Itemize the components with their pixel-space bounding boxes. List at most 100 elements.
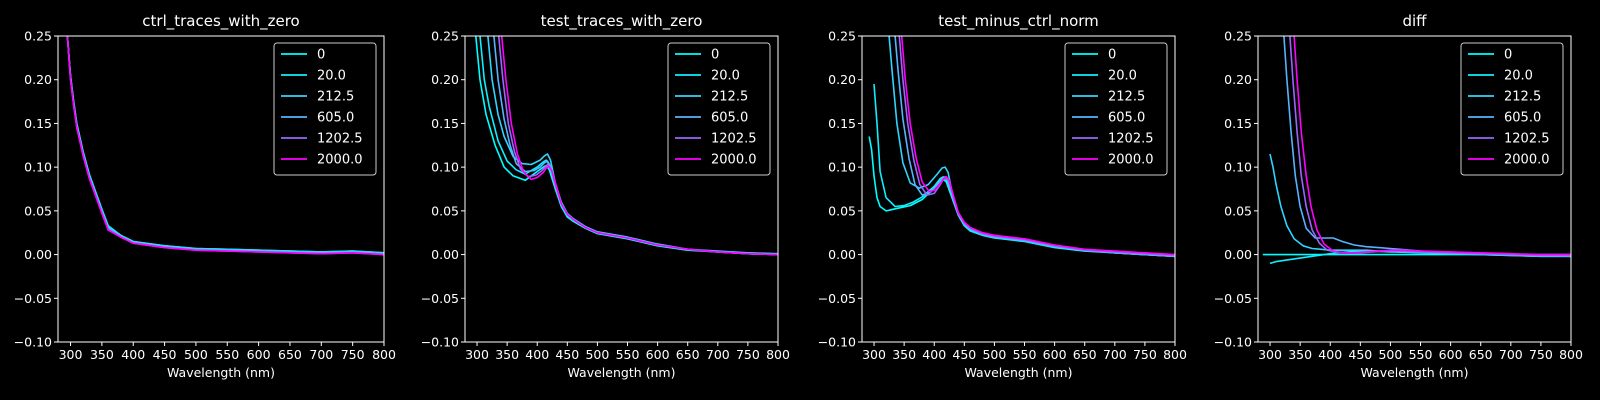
x-tick-label: 500: [184, 347, 208, 362]
legend-box: [1460, 42, 1564, 176]
y-tick-label: −0.05: [421, 291, 459, 306]
y-tick-label: 0.25: [24, 29, 52, 44]
chart-title: test_traces_with_zero: [541, 12, 703, 31]
x-tick-label: 550: [215, 347, 239, 362]
plot-area: [868, 36, 1175, 258]
series-line-0: [475, 36, 778, 256]
x-tick-label: 600: [646, 347, 670, 362]
x-tick-label: 750: [1529, 347, 1553, 362]
x-tick-label: 350: [1288, 347, 1312, 362]
chart-panel-4: 300 350 400 450 500 550 600 650 700 750 800 −0.10 −0…: [1214, 12, 1583, 380]
x-tick-label: 400: [922, 347, 946, 362]
y-tick-label: 0.00: [24, 247, 52, 262]
series-line-0: [868, 136, 1175, 258]
legend-label: 1202.5: [711, 132, 757, 147]
x-tick-label: 700: [309, 347, 333, 362]
axes-frame: [57, 35, 385, 343]
x-tick-label: 450: [153, 347, 177, 362]
legend-label: 1202.5: [1108, 132, 1154, 147]
legend-label: 20.0: [711, 69, 740, 84]
y-tick-label: 0.20: [1224, 72, 1252, 87]
legend: 0 20.0 212.5 605.0 1202.5 2000.0: [667, 42, 771, 176]
y-tick-label: 0.20: [431, 72, 459, 87]
legend-label: 605.0: [317, 111, 354, 126]
x-tick-label: 600: [1043, 347, 1067, 362]
legend-label: 605.0: [1108, 111, 1145, 126]
x-tick-label: 600: [1439, 347, 1463, 362]
legend-label: 2000.0: [711, 153, 757, 168]
legend-label: 1202.5: [317, 132, 363, 147]
x-tick-label: 550: [1409, 347, 1433, 362]
y-tick-label: 0.05: [828, 203, 856, 218]
x-tick-label: 450: [952, 347, 976, 362]
x-tick-label: 800: [766, 347, 790, 362]
legend-box: [273, 42, 377, 176]
x-axis-label: Wavelength (nm): [1361, 365, 1469, 380]
series-line-2000.0: [66, 36, 384, 256]
x-tick-label: 600: [247, 347, 271, 362]
legend-label: 20.0: [1504, 69, 1533, 84]
x-tick-label: 500: [982, 347, 1006, 362]
series-line-2000.0: [900, 36, 1175, 256]
y-tick-label: 0.05: [431, 203, 459, 218]
x-tick-label: 650: [1469, 347, 1493, 362]
y-tick-label: −0.10: [421, 335, 459, 350]
x-tick-label: 700: [1499, 347, 1523, 362]
y-tick-label: 0.00: [1224, 247, 1252, 262]
y-tick-label: 0.10: [431, 160, 459, 175]
legend-label: 0: [1504, 48, 1512, 63]
y-tick-label: 0.25: [431, 29, 459, 44]
x-tick-label: 450: [1348, 347, 1372, 362]
x-tick-label: 650: [278, 347, 302, 362]
x-tick-label: 700: [1103, 347, 1127, 362]
x-tick-label: 300: [59, 347, 83, 362]
y-tick-label: −0.10: [818, 335, 856, 350]
chart-title: diff: [1402, 12, 1427, 30]
x-tick-label: 300: [1258, 347, 1282, 362]
chart-panel-1: 300 350 400 450 500 550 600 650 700 750 800 −0.10 −0…: [14, 12, 396, 380]
x-tick-label: 300: [862, 347, 886, 362]
x-tick-label: 350: [495, 347, 519, 362]
legend-label: 20.0: [1108, 69, 1137, 84]
legend: 0 20.0 212.5 605.0 1202.5 2000.0: [1064, 42, 1168, 176]
legend-label: 605.0: [711, 111, 748, 126]
chart-title: test_minus_ctrl_norm: [938, 12, 1099, 31]
plot-area: [66, 36, 384, 256]
x-tick-label: 650: [1073, 347, 1097, 362]
series-line-212.5: [1269, 153, 1571, 258]
x-tick-label: 500: [1378, 347, 1402, 362]
y-tick-label: 0.15: [431, 116, 459, 131]
y-tick-label: −0.05: [14, 291, 52, 306]
series-line-20.0: [1269, 250, 1571, 265]
chart-panel-3: 300 350 400 450 500 550 600 650 700 750 800 −0.10 −0…: [818, 12, 1187, 380]
y-tick-label: 0.10: [828, 160, 856, 175]
plot-area: [475, 36, 778, 256]
x-tick-label: 700: [706, 347, 730, 362]
legend-label: 605.0: [1504, 111, 1541, 126]
x-tick-label: 350: [90, 347, 114, 362]
plot-area: [1262, 36, 1571, 265]
x-axis-label: Wavelength (nm): [568, 365, 676, 380]
y-tick-label: 0.10: [24, 160, 52, 175]
y-tick-label: 0.15: [828, 116, 856, 131]
y-tick-label: 0.25: [1224, 29, 1252, 44]
x-tick-label: 750: [736, 347, 760, 362]
axes-frame: [861, 35, 1176, 343]
legend-label: 212.5: [1504, 90, 1541, 105]
legend-label: 2000.0: [317, 153, 363, 168]
y-tick-label: −0.05: [818, 291, 856, 306]
legend-label: 212.5: [711, 90, 748, 105]
y-tick-label: 0.15: [24, 116, 52, 131]
series-line-2000.0: [500, 36, 778, 256]
x-tick-label: 450: [555, 347, 579, 362]
y-tick-label: 0.00: [828, 247, 856, 262]
legend-label: 0: [711, 48, 719, 63]
legend-label: 20.0: [317, 69, 346, 84]
y-tick-label: 0.20: [24, 72, 52, 87]
x-tick-label: 800: [1559, 347, 1583, 362]
x-tick-label: 300: [465, 347, 489, 362]
legend-label: 0: [1108, 48, 1116, 63]
y-tick-label: 0.05: [24, 203, 52, 218]
y-tick-label: 0.00: [431, 247, 459, 262]
